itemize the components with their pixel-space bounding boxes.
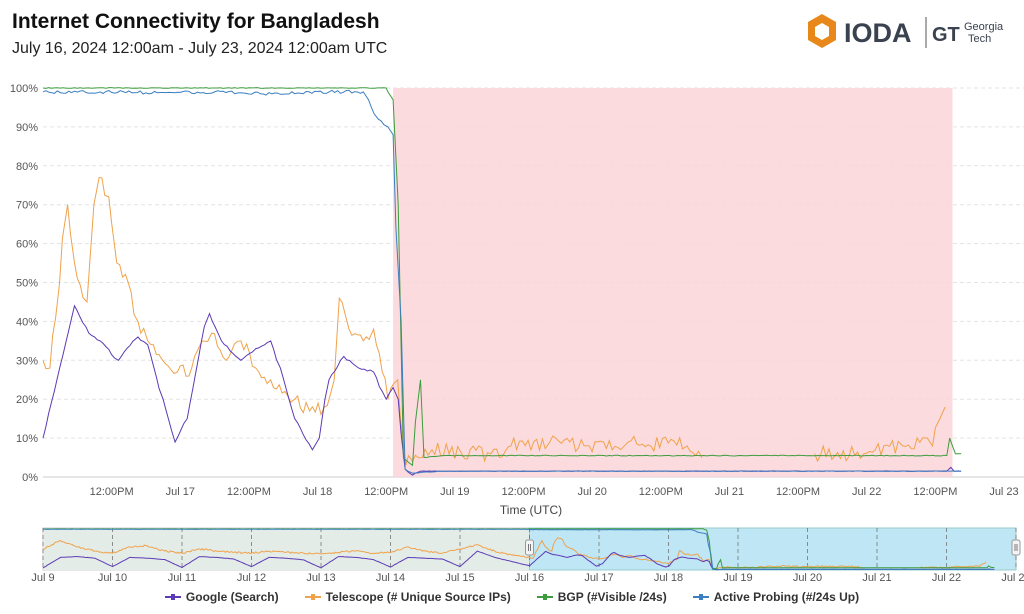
x-tick-label: 12:00PM: [913, 486, 957, 498]
legend: Google (Search) Telescope (# Unique Sour…: [0, 590, 1024, 604]
x-tick-label: 12:00PM: [227, 486, 271, 498]
x-tick-label: 12:00PM: [776, 486, 820, 498]
navigator[interactable]: Jul 9 Jul 10 Jul 11 Jul 12 Jul 13 Jul 14 Jul 1…: [31, 527, 1024, 584]
x-tick-label: 12:00PM: [90, 486, 134, 498]
navigator-tick-label: Jul 9: [31, 572, 54, 584]
y-tick-label: 30%: [16, 355, 38, 367]
x-tick-label: Jul 20: [577, 486, 606, 498]
legend-label: BGP (#Visible /24s): [557, 590, 667, 604]
x-tick-label: Jul 17: [166, 486, 195, 498]
time-range: July 16, 2024 12:00am - July 23, 2024 12…: [12, 40, 388, 57]
navigator-tick-label: Jul 20: [793, 572, 822, 584]
x-tick-label: 12:00PM: [639, 486, 683, 498]
navigator-tick-label: Jul 22: [932, 572, 961, 584]
y-tick-label: 100%: [10, 83, 38, 95]
navigator-line-probing: [43, 528, 995, 571]
x-tick-label: Jul 18: [303, 486, 332, 498]
georgia-text: Georgia: [964, 21, 1004, 33]
y-tick-label: 40%: [16, 316, 38, 328]
legend-telescope[interactable]: Telescope (# Unique Source IPs): [304, 590, 511, 604]
legend-label: Telescope (# Unique Source IPs): [325, 590, 511, 604]
navigator-tick-label: Jul 21: [862, 572, 891, 584]
y-tick-label: 70%: [16, 200, 38, 212]
navigator-tick-label: Jul 14: [376, 572, 405, 584]
series-line-bgp: [42, 87, 962, 467]
x-tick-label: 12:00PM: [501, 486, 545, 498]
x-tick-label: Jul 22: [852, 486, 881, 498]
navigator-handle-right[interactable]: [1011, 539, 1021, 556]
navigator-tick-label: Jul 10: [98, 572, 127, 584]
page-title: Internet Connectivity for Bangladesh: [12, 10, 380, 33]
series-line-telescope: [42, 176, 946, 466]
legend-label: Active Probing (#/24s Up): [713, 590, 860, 604]
navigator-tick-label: Jul 19: [723, 572, 752, 584]
x-tick-label: Jul 19: [440, 486, 469, 498]
y-tick-label: 10%: [16, 433, 38, 445]
navigator-tick-label: Jul 13: [306, 572, 335, 584]
x-axis-label: Time (UTC): [500, 503, 562, 517]
navigator-tick-label: Jul 12: [237, 572, 266, 584]
y-tick-label: 20%: [16, 394, 38, 406]
ioda-logo-text: IODA: [844, 18, 912, 48]
connectivity-chart[interactable]: 0% 10% 20% 30% 40% 50% 60% 70% 80% 90% 100% 12:00P…: [0, 0, 1024, 590]
gt-mark: GT: [932, 24, 960, 46]
y-tick-label: 0%: [22, 472, 38, 484]
navigator-selection: [529, 527, 1017, 571]
navigator-tick-label: Jul 23: [1001, 572, 1024, 584]
legend-label: Google (Search): [185, 590, 279, 604]
navigator-handle-left[interactable]: [525, 539, 534, 556]
navigator-tick-label: Jul 17: [584, 572, 613, 584]
legend-probing[interactable]: Active Probing (#/24s Up): [692, 590, 860, 604]
navigator-tick-label: Jul 11: [168, 572, 197, 584]
y-tick-label: 80%: [16, 161, 38, 173]
ioda-georgia-tech-logo: IODA GT Georgia Tech: [808, 14, 1004, 48]
y-tick-label: 50%: [16, 278, 38, 290]
series-line-probing: [42, 89, 962, 474]
outage-region: [393, 88, 953, 477]
x-tick-label: 12:00PM: [364, 486, 408, 498]
x-tick-label: Jul 21: [715, 486, 744, 498]
navigator-tick-label: Jul 15: [445, 572, 474, 584]
y-tick-label: 60%: [16, 239, 38, 251]
navigator-unselected: [43, 528, 530, 570]
y-tick-label: 90%: [16, 122, 38, 134]
x-tick-label: Jul 23: [989, 486, 1018, 498]
legend-bgp[interactable]: BGP (#Visible /24s): [536, 590, 667, 604]
legend-google[interactable]: Google (Search): [164, 590, 279, 604]
navigator-tick-label: Jul 18: [654, 572, 683, 584]
navigator-tick-label: Jul 16: [515, 572, 544, 584]
tech-text: Tech: [968, 33, 991, 45]
